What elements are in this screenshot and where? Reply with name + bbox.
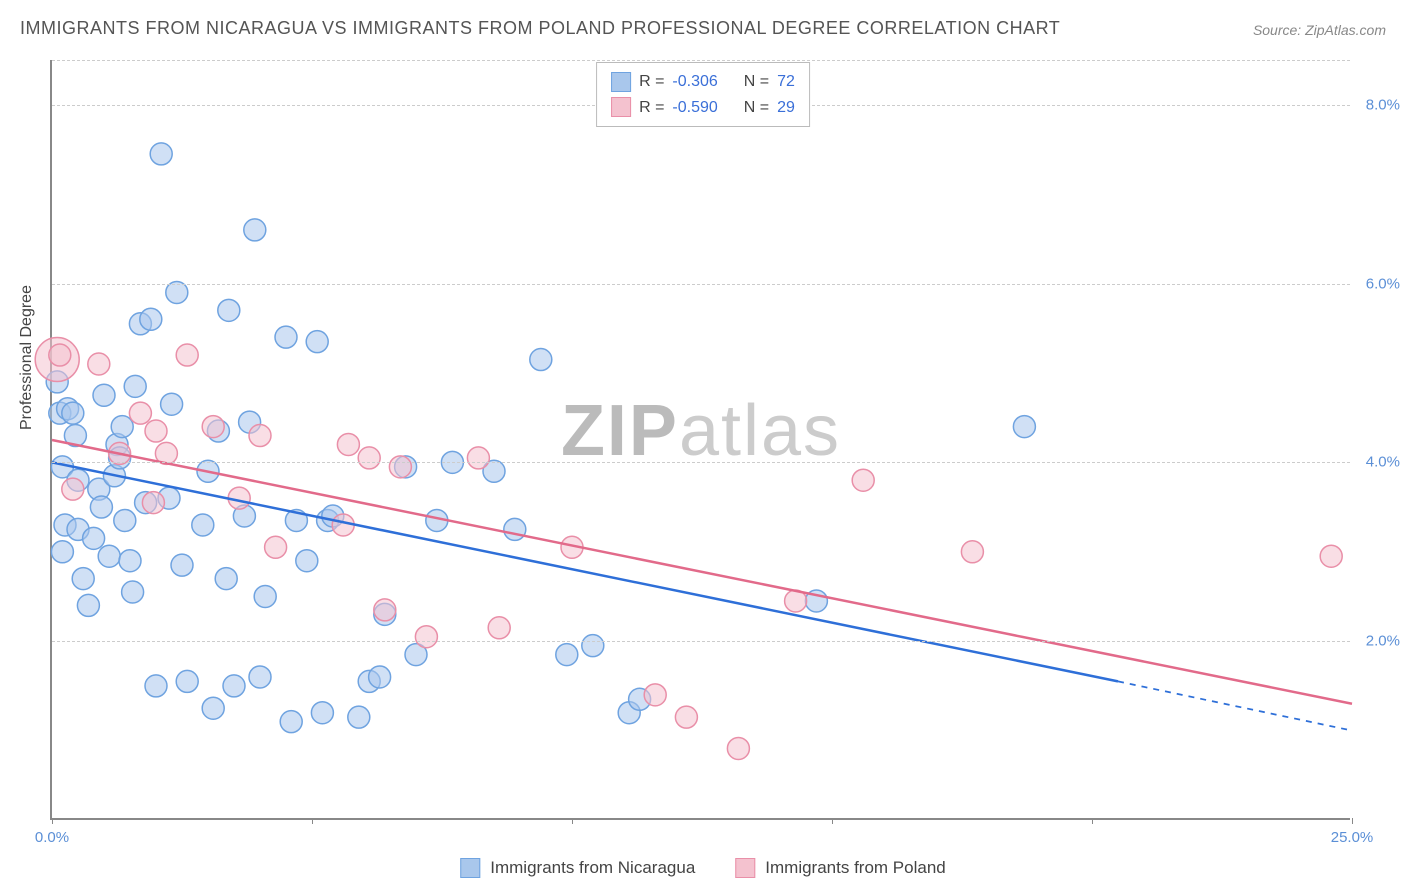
x-tick-label: 25.0% <box>1331 829 1374 846</box>
x-tick-label: 0.0% <box>35 829 69 846</box>
correlation-legend: R = -0.306 N = 72 R = -0.590 N = 29 <box>596 62 810 127</box>
legend-row-poland: R = -0.590 N = 29 <box>611 95 795 121</box>
scatter-svg <box>52 60 1352 820</box>
series-legend: Immigrants from Nicaragua Immigrants fro… <box>460 858 945 878</box>
swatch-poland-icon <box>735 858 755 878</box>
n-value-nicaragua: 72 <box>777 69 795 95</box>
plot-area: ZIPatlas 2.0%4.0%6.0%8.0%0.0%25.0% <box>50 60 1350 820</box>
source-label: Source: ZipAtlas.com <box>1253 22 1386 38</box>
y-tick-label: 2.0% <box>1355 633 1400 650</box>
chart-title: IMMIGRANTS FROM NICARAGUA VS IMMIGRANTS … <box>20 18 1060 39</box>
swatch-nicaragua <box>611 72 631 92</box>
y-tick-label: 6.0% <box>1355 275 1400 292</box>
n-value-poland: 29 <box>777 95 795 121</box>
r-value-nicaragua: -0.306 <box>672 69 717 95</box>
legend-item-nicaragua: Immigrants from Nicaragua <box>460 858 695 878</box>
swatch-nicaragua-icon <box>460 858 480 878</box>
y-tick-label: 8.0% <box>1355 96 1400 113</box>
legend-row-nicaragua: R = -0.306 N = 72 <box>611 69 795 95</box>
swatch-poland <box>611 97 631 117</box>
y-axis-label: Professional Degree <box>18 285 36 430</box>
legend-item-poland: Immigrants from Poland <box>735 858 945 878</box>
r-value-poland: -0.590 <box>672 95 717 121</box>
y-tick-label: 4.0% <box>1355 454 1400 471</box>
